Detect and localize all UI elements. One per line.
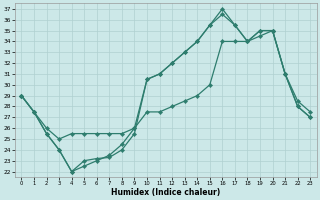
X-axis label: Humidex (Indice chaleur): Humidex (Indice chaleur) <box>111 188 220 197</box>
